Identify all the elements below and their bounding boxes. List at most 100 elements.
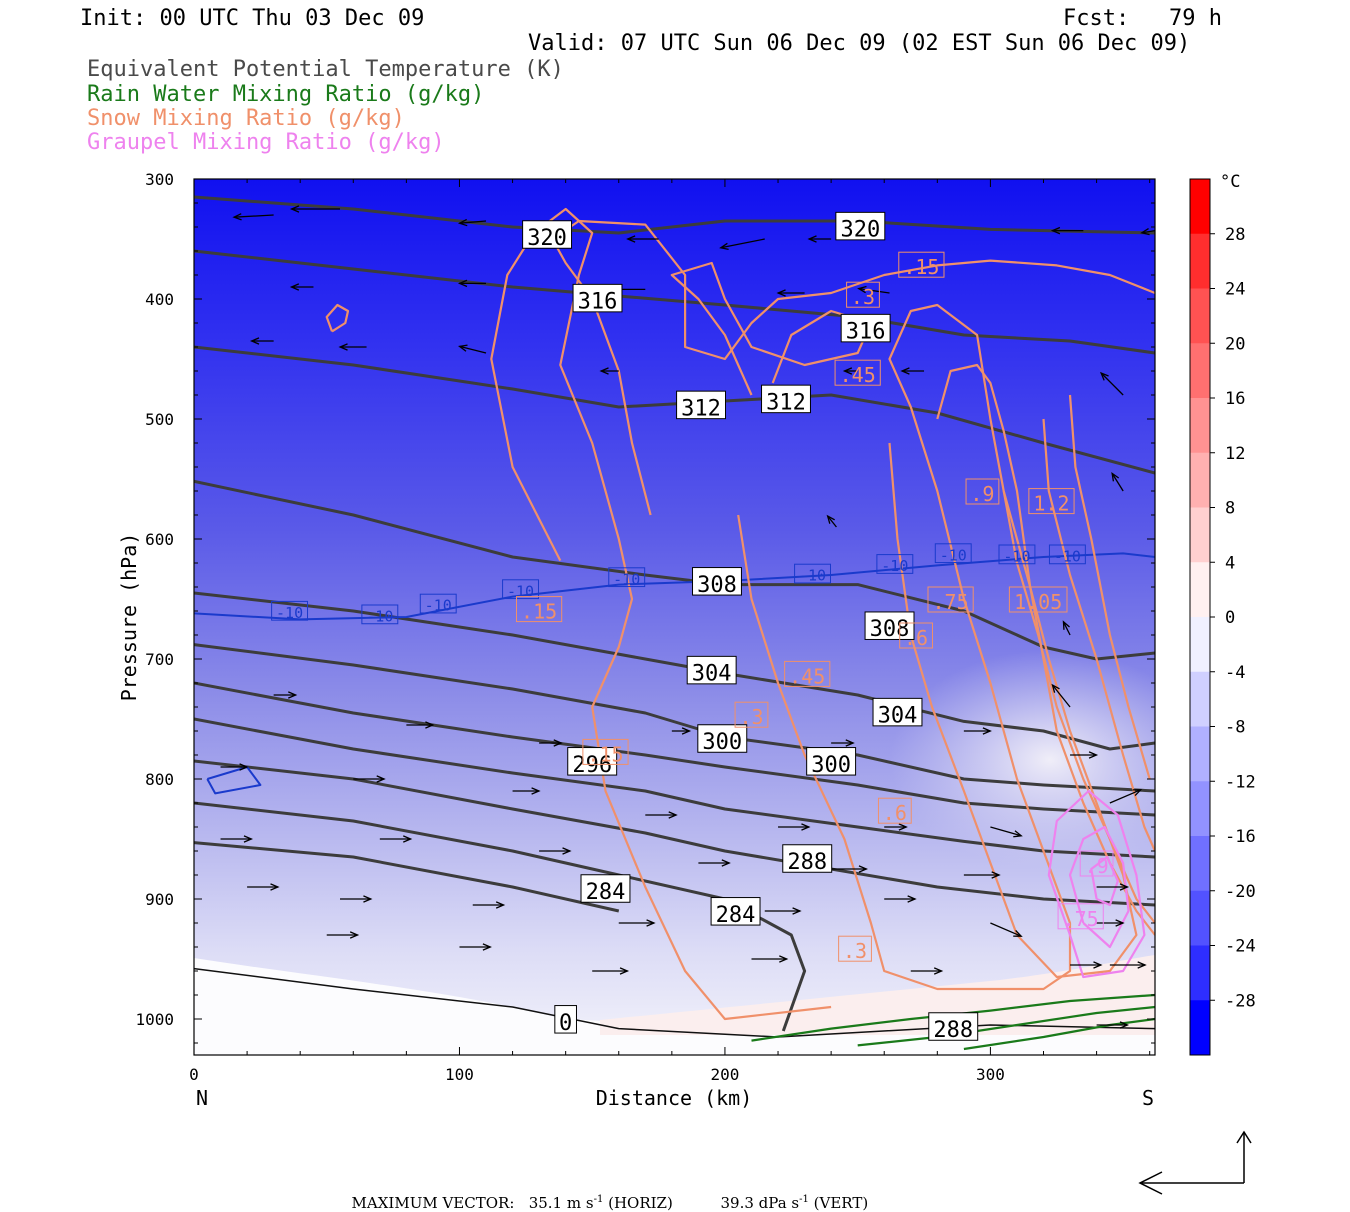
wind-arrow-head	[599, 367, 609, 375]
snow-label: .75	[933, 590, 969, 614]
isotherm-label: -10	[940, 546, 967, 564]
theta-e-label-box	[761, 384, 811, 414]
theta-e-label: 320	[527, 226, 567, 251]
above-freezing-shading	[600, 955, 1155, 1035]
wind-arrow-head	[721, 859, 731, 867]
wind-arrow-head	[425, 721, 435, 729]
wind-arrow-head	[349, 931, 360, 939]
theta-e-contour	[194, 759, 1155, 907]
colorbar-unit: °C	[1220, 172, 1240, 192]
theta-e-contour	[194, 801, 807, 1032]
wind-arrow	[1141, 229, 1155, 234]
snow-label-box	[965, 478, 1000, 505]
wind-arrow-head	[531, 787, 541, 795]
wind-arrow-head	[933, 967, 944, 975]
colorbar-label: -20	[1225, 882, 1256, 902]
colorbar-bin	[1190, 617, 1210, 673]
graupel-label: .75	[1063, 907, 1099, 931]
wind-arrow-head	[1013, 830, 1023, 838]
wind-arrow-head	[907, 895, 917, 903]
wind-arrow-head	[249, 337, 260, 345]
wind-arrow-head	[1051, 683, 1060, 693]
wind-arrow-head	[553, 739, 563, 747]
theta-e-label: 312	[766, 390, 806, 415]
theta-e-contour	[194, 195, 1155, 235]
isotherm-label: -10	[1054, 548, 1081, 566]
wind-arrow-head	[898, 823, 908, 831]
theta-e-contour	[194, 591, 1155, 751]
snow-label-box	[516, 596, 563, 623]
theta-e-label: 316	[846, 320, 886, 345]
snow-label-box	[927, 586, 974, 613]
plot-frame	[193, 178, 1156, 1056]
max-vector-vert-unit: (VERT)	[813, 1194, 869, 1212]
snow-label-box	[734, 701, 769, 728]
snow-label: .15	[903, 255, 939, 279]
y-tick-label: 300	[145, 170, 174, 189]
wind-arrow-head	[1137, 961, 1147, 969]
x-tick-label: 0	[189, 1065, 199, 1084]
graupel-contour	[1068, 825, 1130, 949]
wind-arrow-head	[845, 739, 855, 747]
theta-e-contour	[194, 681, 1155, 817]
wind-arrow-head	[792, 907, 802, 915]
snow-contour	[1068, 394, 1151, 780]
isotherm-label: -10	[366, 608, 393, 626]
max-vector-horiz-unit: (HORIZ)	[608, 1194, 673, 1212]
wind-arrow-head	[1111, 471, 1120, 482]
isotherm-label: -10	[1003, 548, 1030, 566]
snow-contour	[888, 363, 1138, 979]
isotherm-label: -10	[613, 570, 640, 588]
snow-contour	[1042, 418, 1155, 852]
wind-arrow-head	[1115, 919, 1125, 927]
max-vector-vert: 39.3 dPa s	[720, 1194, 800, 1212]
colorbar-label: 4	[1225, 553, 1235, 573]
wind-arrow-head	[1132, 789, 1143, 797]
wind-arrow-head	[1050, 226, 1061, 235]
temperature-shading	[194, 179, 1155, 1055]
theta-e-contour	[194, 479, 1155, 661]
colorbar-bin	[1190, 945, 1210, 1001]
isotherm-label-box	[1048, 544, 1086, 565]
wind-arrow-head	[270, 883, 280, 891]
theta-e-label-box	[782, 844, 833, 873]
max-vector-label: MAXIMUM VECTOR:	[351, 1194, 515, 1212]
wind-arrow-head	[232, 213, 242, 221]
colorbar-bin	[1190, 179, 1210, 235]
wind-arrow-head	[801, 823, 811, 831]
wind-arrow-head	[376, 775, 386, 783]
wind-arrow-head	[1119, 883, 1130, 891]
wind-arrow-head	[403, 835, 413, 843]
isotherm-minus-10-small	[206, 766, 262, 795]
wind-arrow	[858, 287, 890, 294]
colorbar-bin	[1190, 233, 1210, 289]
valid-time: Valid: 07 UTC Sun 06 Dec 09 (02 EST Sun …	[528, 31, 1191, 56]
theta-e-label: 308	[870, 617, 910, 642]
wind-arrow-head	[289, 283, 300, 291]
colorbar-label: 28	[1225, 225, 1245, 245]
colorbar-label: -24	[1225, 937, 1256, 957]
wind-arrow	[234, 214, 274, 218]
wind-arrow-head	[982, 727, 992, 735]
theta-e-label-box	[835, 211, 886, 241]
wind-arrow-head	[1119, 1021, 1130, 1029]
wind-arrow-head	[991, 871, 1001, 879]
y-tick-label: 900	[145, 890, 174, 909]
colorbar-label: 16	[1225, 389, 1245, 409]
graupel-label-box	[1079, 850, 1114, 877]
colorbar-label: 24	[1225, 280, 1245, 300]
x-end-label-north: N	[196, 1086, 208, 1110]
colorbar-bin	[1190, 1000, 1210, 1056]
theta-e-label: 316	[578, 290, 618, 315]
isotherm-label-box	[361, 604, 399, 625]
colorbar-bin	[1190, 890, 1210, 946]
wind-arrow	[1051, 684, 1071, 708]
isotherm-label: -10	[425, 597, 452, 615]
wind-arrow-head	[619, 967, 630, 975]
colorbar-bin	[1190, 836, 1210, 892]
wind-arrow	[827, 515, 837, 528]
theta-e-label-box	[806, 747, 857, 776]
snow-label: .9	[970, 482, 994, 506]
graupel-contour	[1047, 789, 1146, 979]
